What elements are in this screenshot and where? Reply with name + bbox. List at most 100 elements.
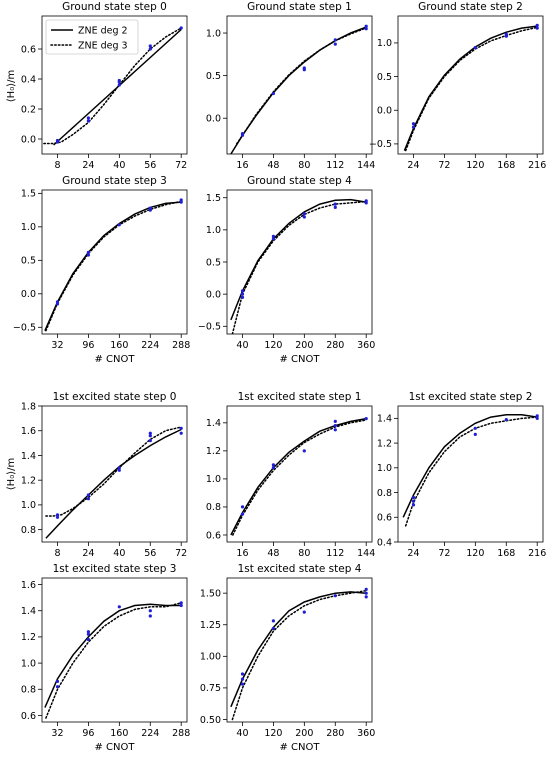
data-point xyxy=(333,202,337,206)
subplot-title: Ground state step 3 xyxy=(62,175,167,187)
x-tick-label: 40 xyxy=(113,548,125,559)
data-point xyxy=(364,24,368,28)
subplot-6: 1st excited state step 1 0.6 0.8 1.0 1.2 1.4 1… xyxy=(206,391,375,559)
data-point xyxy=(302,212,306,216)
y-tick-label: 1.50 xyxy=(200,588,221,599)
y-tick-label: 0.75 xyxy=(200,683,221,694)
data-point xyxy=(117,605,121,609)
data-point xyxy=(271,466,275,470)
axes-frame xyxy=(41,15,188,155)
x-tick-label: 8 xyxy=(54,160,60,171)
x-tick-label: 72 xyxy=(175,160,187,171)
data-point xyxy=(333,419,337,423)
subplot-title: 1st excited state step 3 xyxy=(53,563,177,575)
data-point xyxy=(86,637,90,642)
legend: ZNE deg 2 ZNE deg 3 xyxy=(45,19,139,55)
data-point xyxy=(86,497,90,501)
data-point xyxy=(535,416,539,420)
subplot-7: 1st excited state step 2 0.4 0.6 0.8 1.0 1.2 1… xyxy=(377,391,546,559)
data-point xyxy=(240,292,245,296)
y-tick-label: 0.0 xyxy=(377,106,392,117)
data-point xyxy=(240,295,245,299)
data-point xyxy=(86,250,90,254)
data-point xyxy=(86,630,90,634)
y-tick-label: 0.5 xyxy=(206,71,221,82)
series-line-zne-deg-3 xyxy=(232,419,367,536)
x-tick-label: 48 xyxy=(267,160,279,171)
axes-frame xyxy=(226,15,373,155)
plot-area xyxy=(403,23,539,152)
x-tick-label: 216 xyxy=(528,160,546,171)
y-tick-label: 0.4 xyxy=(21,74,36,85)
series-line-zne-deg-3 xyxy=(231,200,367,334)
data-point xyxy=(117,468,121,472)
data-point xyxy=(240,289,245,293)
y-tick-label: 1.4 xyxy=(206,418,221,429)
data-point xyxy=(411,125,416,129)
y-tick-label: 0.5 xyxy=(21,256,36,267)
x-axis-label: # CNOT xyxy=(280,354,321,365)
y-tick-label: 0.50 xyxy=(200,715,221,726)
y-tick-label: 1.2 xyxy=(21,632,36,643)
data-point xyxy=(55,138,60,143)
data-point xyxy=(411,503,416,507)
plot-area xyxy=(230,24,368,154)
x-tick-label: 112 xyxy=(326,548,344,559)
x-tick-label: 56 xyxy=(144,548,156,559)
data-point xyxy=(271,91,275,96)
series-line-zne-deg-2 xyxy=(230,198,367,321)
data-point xyxy=(240,512,245,516)
data-point xyxy=(302,449,306,453)
plot-area xyxy=(230,587,368,721)
subplot-8: 1st excited state step 3 0.6 0.8 1.0 1.2 1.4 1… xyxy=(21,563,190,739)
y-tick-label: 0.4 xyxy=(377,537,392,548)
data-point xyxy=(55,685,60,689)
y-tick-label: 1.5 xyxy=(21,189,36,200)
data-point xyxy=(271,626,275,631)
x-tick-label: 144 xyxy=(357,160,375,171)
plot-area xyxy=(230,198,368,334)
plot-area xyxy=(43,26,183,146)
legend-label: ZNE deg 2 xyxy=(78,26,128,37)
data-point xyxy=(504,418,508,422)
data-point xyxy=(148,431,152,435)
data-point xyxy=(535,414,539,418)
data-point xyxy=(117,83,121,87)
y-tick-label: 1.2 xyxy=(206,446,221,457)
y-tick-label: 0.0 xyxy=(21,134,36,145)
x-axis-label: # CNOT xyxy=(95,742,136,753)
series-line-zne-deg-3 xyxy=(45,602,182,719)
plot-area xyxy=(44,198,183,332)
data-point xyxy=(240,677,245,681)
x-tick-label: 24 xyxy=(82,548,94,559)
subplot-9: 1st excited state step 4 0.50 0.75 1.00 1.25… xyxy=(200,563,375,739)
y-tick-label: 1.2 xyxy=(21,475,36,486)
x-axis-label: # CNOT xyxy=(95,354,136,365)
data-point xyxy=(364,587,368,592)
data-point xyxy=(117,466,121,470)
data-point xyxy=(179,426,183,430)
y-axis-label: ⟨H₀⟩/m xyxy=(6,458,17,490)
series-line-zne-deg-2 xyxy=(230,26,367,154)
plot-area xyxy=(44,601,183,719)
data-point xyxy=(333,38,337,42)
data-point xyxy=(364,595,368,599)
y-tick-label: 0.2 xyxy=(21,104,36,115)
axes-frame xyxy=(397,15,544,155)
axes-frame xyxy=(226,405,373,543)
data-point xyxy=(271,234,275,238)
data-point xyxy=(302,610,306,614)
subplot-4: Ground state step 4 −0.5 0.0 0.5 1.0 1.5 40 120… xyxy=(198,175,375,351)
data-point xyxy=(148,47,152,51)
data-point xyxy=(240,505,245,509)
x-tick-label: 96 xyxy=(82,728,94,739)
y-tick-label: 0.6 xyxy=(377,513,392,524)
x-tick-label: 40 xyxy=(113,160,125,171)
x-tick-label: 120 xyxy=(264,728,282,739)
x-tick-label: 112 xyxy=(326,160,344,171)
axes-frame xyxy=(397,405,544,543)
data-point xyxy=(55,515,60,519)
data-point xyxy=(240,672,245,676)
data-point xyxy=(473,46,477,50)
